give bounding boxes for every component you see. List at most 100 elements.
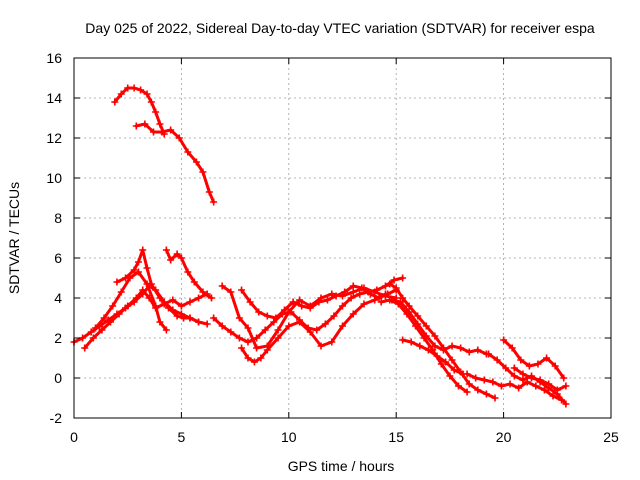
data-point <box>347 294 355 302</box>
data-point <box>560 374 568 382</box>
series-arc-high-1 <box>111 84 168 138</box>
data-point <box>218 282 226 290</box>
y-axis-label: SDTVAR / TECUs <box>6 182 22 294</box>
data-point <box>141 120 149 128</box>
data-point <box>388 296 396 304</box>
data-point <box>422 332 430 340</box>
chart-title: Day 025 of 2022, Sidereal Day-to-day VTE… <box>85 20 595 36</box>
data-point <box>296 296 304 304</box>
data-point <box>143 264 151 272</box>
data-point <box>506 380 514 388</box>
data-point <box>184 148 192 156</box>
data-point <box>386 280 394 288</box>
data-point <box>100 314 108 322</box>
data-point <box>87 328 95 336</box>
data-point <box>328 338 336 346</box>
x-tick-label: 20 <box>496 429 512 445</box>
data-point <box>130 84 138 92</box>
data-point <box>272 314 280 322</box>
data-point <box>246 298 254 306</box>
data-point <box>270 318 278 326</box>
data-point <box>167 256 175 264</box>
data-point <box>525 362 533 370</box>
y-tick-label: 0 <box>54 370 62 386</box>
data-point <box>285 322 293 330</box>
axis-ticks: 0 5 10 15 20 25 -2 0 2 4 6 8 10 12 14 16 <box>46 50 619 445</box>
data-point <box>491 394 499 402</box>
data-point <box>489 378 497 386</box>
data-point <box>553 386 561 394</box>
data-point <box>281 306 289 314</box>
data-point <box>497 382 505 390</box>
data-point <box>173 312 181 320</box>
series-arc-i <box>238 282 400 322</box>
data-point <box>485 350 493 358</box>
data-point <box>134 258 142 266</box>
data-point <box>263 346 271 354</box>
data-point <box>390 276 398 284</box>
data-point <box>89 334 97 342</box>
data-point <box>195 294 203 302</box>
data-point <box>205 188 213 196</box>
data-point <box>381 282 389 290</box>
data-point <box>143 90 151 98</box>
data-point <box>255 308 263 316</box>
data-point <box>500 336 508 344</box>
data-point <box>437 360 445 368</box>
data-point <box>515 384 523 392</box>
data-point <box>285 308 293 316</box>
series-line <box>487 352 568 406</box>
data-point <box>132 122 140 130</box>
data-point <box>349 282 357 290</box>
data-point <box>195 318 203 326</box>
data-point <box>450 366 458 374</box>
data-point <box>330 312 338 320</box>
data-point <box>508 344 516 352</box>
data-point <box>549 392 557 400</box>
data-point <box>244 324 252 332</box>
y-tick-label: 14 <box>46 90 62 106</box>
data-point <box>534 360 542 368</box>
data-point <box>414 312 422 320</box>
data-point <box>158 128 166 136</box>
data-point <box>332 292 340 300</box>
data-point <box>186 298 194 306</box>
data-point <box>321 320 329 328</box>
data-point <box>399 274 407 282</box>
data-point <box>186 314 194 322</box>
data-point <box>210 198 218 206</box>
data-point <box>218 322 226 330</box>
data-point <box>274 334 282 342</box>
data-point <box>399 336 407 344</box>
data-point <box>147 98 155 106</box>
series-arc-f <box>210 274 407 346</box>
series-arc-j <box>386 280 499 402</box>
series-arc-p <box>500 336 568 382</box>
data-point <box>306 304 314 312</box>
data-point <box>165 304 173 312</box>
data-point <box>235 314 243 322</box>
data-point <box>442 358 450 366</box>
y-tick-label: 12 <box>46 130 62 146</box>
data-point <box>523 378 531 386</box>
data-point <box>122 274 130 282</box>
series-line <box>502 338 566 380</box>
data-point <box>79 334 87 342</box>
grid <box>74 58 611 418</box>
data-point <box>313 326 321 334</box>
data-point <box>407 338 415 346</box>
data-point <box>192 158 200 166</box>
data-point <box>510 364 518 372</box>
data-point <box>156 318 164 326</box>
data-point <box>109 302 117 310</box>
data-point <box>134 268 142 276</box>
y-tick-label: -2 <box>50 410 63 426</box>
data-point <box>137 86 145 94</box>
data-point <box>107 318 115 326</box>
data-point <box>156 294 164 302</box>
data-point <box>184 268 192 276</box>
series-line <box>390 298 488 356</box>
data-point <box>405 302 413 310</box>
data-point <box>244 338 252 346</box>
data-point <box>91 324 99 332</box>
